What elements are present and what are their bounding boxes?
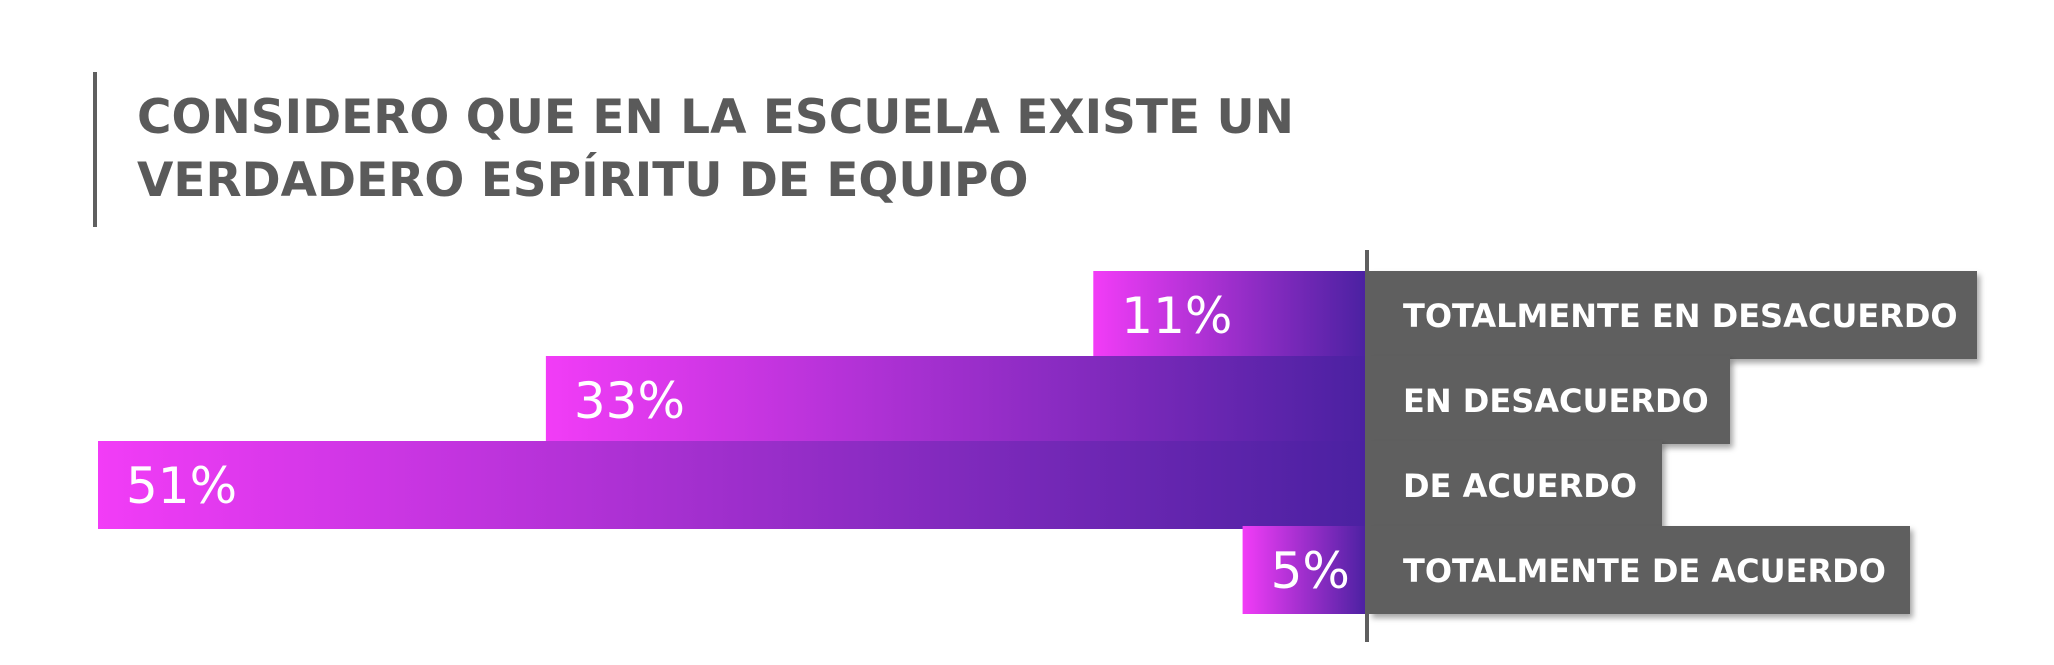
chart-title-line-1: CONSIDERO QUE EN LA ESCUELA EXISTE UN xyxy=(137,90,1294,145)
category-box-4 xyxy=(1369,526,1910,614)
bar-1 xyxy=(1093,271,1367,359)
category-box-3 xyxy=(1369,441,1662,529)
bar-value-label-2: 33% xyxy=(574,372,685,430)
category-box-2 xyxy=(1369,356,1730,444)
category-box-1 xyxy=(1369,271,1977,359)
bars-group: 11% 33% 51% 5% xyxy=(98,271,1367,614)
category-boxes-group: TOTALMENTE EN DESACUERDO EN DESACUERDO DE … xyxy=(1369,271,1977,614)
title-accent-rule xyxy=(93,72,97,227)
bar-value-label-3: 51% xyxy=(126,457,237,515)
bar-value-label-4: 5% xyxy=(1271,542,1350,600)
category-label-3: DE ACUERDO xyxy=(1403,467,1637,505)
category-label-2: EN DESACUERDO xyxy=(1403,382,1709,420)
category-label-4: TOTALMENTE DE ACUERDO xyxy=(1403,552,1886,590)
bar-4 xyxy=(1242,526,1367,614)
chart-title-line-2: VERDADERO ESPÍRITU DE EQUIPO xyxy=(137,153,1028,208)
bar-3 xyxy=(98,441,1367,529)
bar-2 xyxy=(545,356,1367,444)
bar-value-label-1: 11% xyxy=(1121,287,1232,345)
category-label-1: TOTALMENTE EN DESACUERDO xyxy=(1403,297,1958,335)
axis-baseline xyxy=(1365,250,1369,642)
